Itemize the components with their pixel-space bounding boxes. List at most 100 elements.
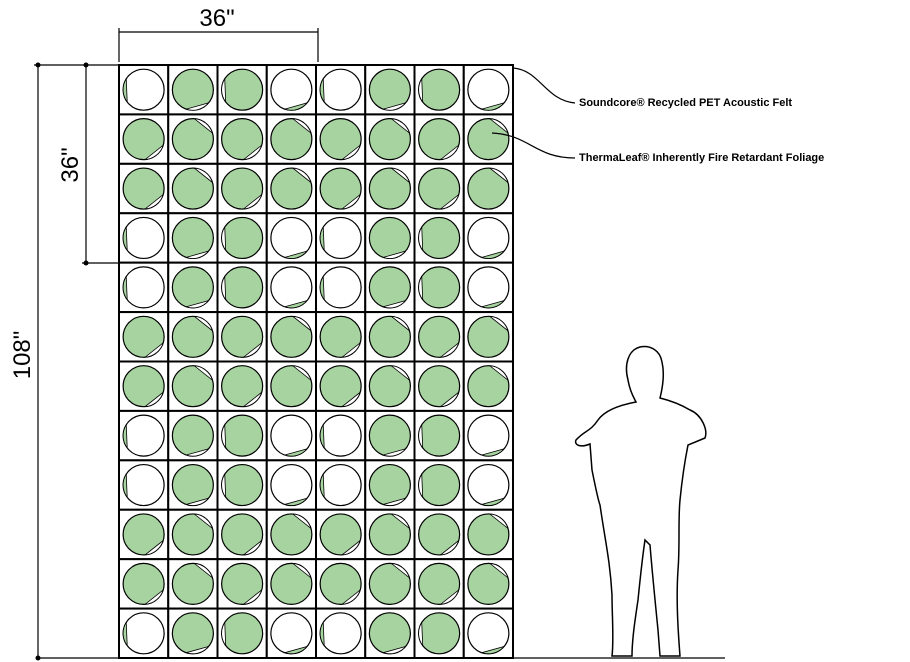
circle-detail [283, 448, 309, 457]
foliage-circle [171, 562, 214, 605]
circle-detail [439, 391, 460, 408]
foliage-circle [319, 365, 362, 408]
circle-detail [291, 118, 312, 135]
foliage-circle [467, 562, 510, 605]
circle-detail [283, 250, 309, 259]
circle-detail [193, 365, 214, 382]
foliage-circle [319, 118, 362, 161]
circle-detail [439, 341, 460, 358]
circle-detail [291, 315, 312, 332]
circle-detail [283, 497, 309, 506]
felt-circle [122, 68, 165, 111]
circle-detail [193, 513, 214, 530]
height-dimension: 108" [9, 331, 36, 380]
circle-detail [291, 365, 312, 382]
foliage-circle [368, 365, 411, 408]
circle-detail [319, 621, 325, 647]
circle-detail [381, 645, 407, 655]
foliage-circle [270, 315, 313, 358]
felt-circle [319, 216, 362, 260]
width-dimension: 36" [199, 5, 234, 32]
circle-detail [439, 539, 460, 556]
circle-detail [418, 423, 424, 450]
felt-circle [319, 266, 362, 309]
circle-detail [488, 513, 509, 530]
circle-detail [480, 448, 506, 457]
circle-detail [143, 588, 164, 605]
foliage-circle [221, 414, 264, 457]
circle-detail [143, 539, 164, 556]
felt-circle [122, 414, 165, 457]
felt-circle [319, 68, 362, 111]
foliage-circle [418, 414, 461, 457]
circle-detail [381, 250, 407, 259]
foliage-circle [319, 167, 362, 210]
circle-detail [439, 144, 460, 161]
felt-circle [319, 414, 362, 457]
foliage-circle [418, 68, 461, 111]
circle-detail [143, 193, 164, 210]
foliage-circle [221, 266, 264, 309]
foliage-circle [122, 365, 165, 408]
felt-circle [319, 463, 362, 507]
circle-detail [480, 299, 506, 309]
foliage-circle [467, 167, 510, 210]
circle-detail [488, 365, 509, 382]
circle-detail [291, 167, 312, 184]
leader-line [491, 132, 576, 159]
circle-detail [221, 225, 227, 252]
foliage-circle [467, 365, 510, 408]
circle-detail [283, 645, 309, 655]
foliage-circle [319, 315, 362, 358]
circle-detail [184, 497, 210, 506]
foliage-circle [270, 562, 313, 605]
foliage-circle [467, 118, 510, 161]
foliage-circle [221, 365, 264, 408]
circle-detail [418, 275, 424, 301]
circle-detail [319, 472, 325, 499]
circle-detail [480, 102, 506, 111]
foliage-circle [418, 365, 461, 408]
circle-detail [340, 539, 361, 556]
foliage-circle [221, 216, 264, 260]
circle-detail [381, 299, 407, 309]
module-dimension: 36" [57, 147, 84, 182]
circle-detail [390, 315, 411, 332]
circle-detail [418, 77, 424, 104]
circle-detail [340, 391, 361, 408]
circle-detail [221, 275, 227, 301]
felt-circle [122, 612, 165, 655]
circle-detail [480, 497, 506, 506]
circle-detail [184, 250, 210, 259]
circle-detail [381, 102, 407, 111]
circle-detail [319, 275, 325, 301]
circle-detail [122, 275, 128, 301]
foliage-circle [171, 365, 214, 408]
foliage-circle [418, 167, 461, 210]
panel-grid [118, 64, 514, 659]
circle-detail [184, 645, 210, 655]
circle-detail [122, 225, 128, 252]
circle-detail [242, 193, 263, 210]
circle-detail [143, 341, 164, 358]
circle-detail [242, 341, 263, 358]
circle-detail [340, 588, 361, 605]
circle-detail [283, 102, 309, 111]
foliage-circle [368, 315, 411, 358]
circle-detail [143, 391, 164, 408]
circle-detail [122, 472, 128, 499]
circle-detail [193, 118, 214, 135]
circle-detail [221, 423, 227, 450]
circle-detail [390, 118, 411, 135]
circle-detail [381, 448, 407, 457]
callout-label: Soundcore® Recycled PET Acoustic Felt [579, 97, 792, 109]
foliage-circle [418, 266, 461, 309]
foliage-circle [418, 118, 461, 161]
foliage-circle [171, 118, 214, 161]
circle-detail [488, 167, 509, 184]
foliage-circle [368, 118, 411, 161]
circle-detail [122, 423, 128, 450]
circle-detail [184, 102, 210, 111]
circle-detail [418, 621, 424, 647]
